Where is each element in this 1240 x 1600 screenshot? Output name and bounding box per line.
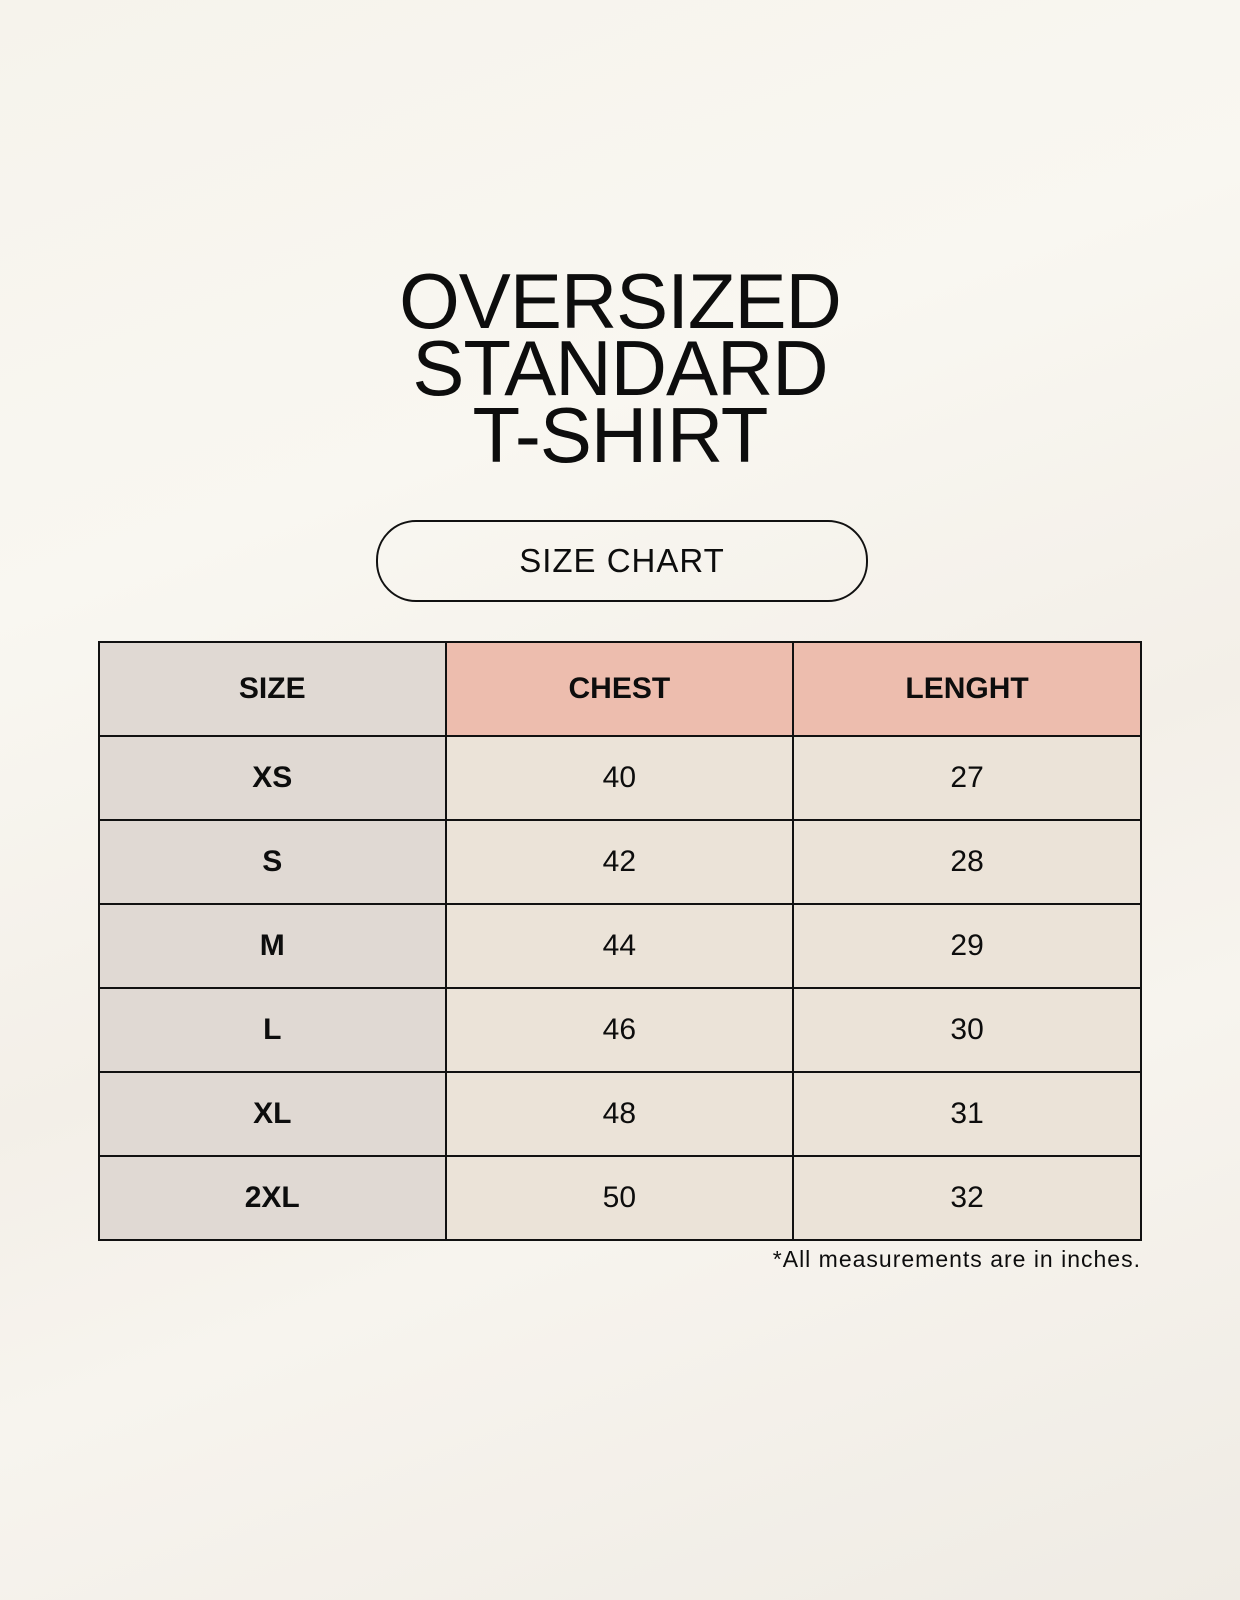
chest-cell: 44 bbox=[444, 903, 795, 989]
table-row: XL 48 31 bbox=[98, 1071, 1142, 1157]
size-cell: XL bbox=[98, 1071, 447, 1157]
table-row: 2XL 50 32 bbox=[98, 1155, 1142, 1241]
length-cell: 27 bbox=[792, 735, 1142, 821]
size-cell: 2XL bbox=[98, 1155, 447, 1241]
size-chart-badge: SIZE CHART bbox=[376, 520, 868, 602]
page-title: OVERSIZED STANDARD T-SHIRT bbox=[0, 257, 1240, 479]
table-row: XS 40 27 bbox=[98, 735, 1142, 821]
table-row: L 46 30 bbox=[98, 987, 1142, 1073]
footnote: *All measurements are in inches. bbox=[772, 1246, 1141, 1272]
size-cell: XS bbox=[98, 735, 447, 821]
header-length: LENGHT bbox=[792, 641, 1142, 737]
chest-cell: 48 bbox=[444, 1071, 795, 1157]
chest-cell: 46 bbox=[444, 987, 795, 1073]
chest-cell: 50 bbox=[444, 1155, 795, 1241]
length-cell: 31 bbox=[792, 1071, 1142, 1157]
length-cell: 30 bbox=[792, 987, 1142, 1073]
header-chest: CHEST bbox=[444, 641, 795, 737]
length-cell: 32 bbox=[792, 1155, 1142, 1241]
chest-cell: 40 bbox=[444, 735, 795, 821]
size-table: SIZE CHEST LENGHT XS 40 27 S 42 28 M 44 29 L 46 30 X… bbox=[98, 641, 1142, 1241]
title-line: OVERSIZED bbox=[399, 257, 842, 345]
table-row: S 42 28 bbox=[98, 819, 1142, 905]
table-row: M 44 29 bbox=[98, 903, 1142, 989]
length-cell: 28 bbox=[792, 819, 1142, 905]
size-cell: L bbox=[98, 987, 447, 1073]
title-line: STANDARD bbox=[412, 324, 828, 412]
size-cell: M bbox=[98, 903, 447, 989]
table-header-row: SIZE CHEST LENGHT bbox=[98, 641, 1142, 737]
header-size: SIZE bbox=[98, 641, 447, 737]
size-cell: S bbox=[98, 819, 447, 905]
title-line: T-SHIRT bbox=[472, 391, 769, 479]
length-cell: 29 bbox=[792, 903, 1142, 989]
chest-cell: 42 bbox=[444, 819, 795, 905]
